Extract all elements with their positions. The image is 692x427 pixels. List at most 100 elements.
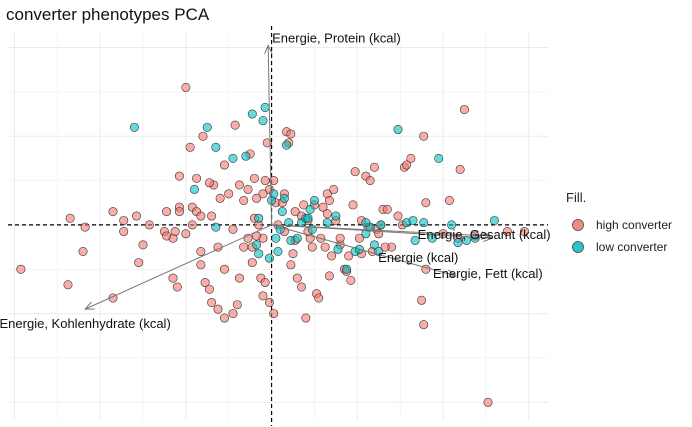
data-point-low-converter — [470, 233, 480, 243]
data-point-low-converter — [273, 246, 283, 256]
data-point-high-converter — [320, 242, 330, 252]
data-point-high-converter — [292, 273, 302, 283]
data-point-low-converter — [489, 215, 499, 225]
data-point-low-converter — [292, 233, 302, 243]
data-point-low-converter — [447, 220, 457, 230]
data-point-high-converter — [162, 207, 172, 217]
data-point-high-converter — [144, 220, 154, 230]
data-point-high-converter — [299, 200, 309, 210]
loading-arrow — [271, 224, 456, 276]
data-point-low-converter — [434, 153, 444, 163]
data-point-high-converter — [286, 260, 296, 270]
data-point-high-converter — [380, 242, 390, 252]
legend-item-high-converter: high converter — [566, 214, 672, 236]
data-point-high-converter — [262, 138, 272, 148]
data-point-high-converter — [196, 211, 206, 221]
data-point-low-converter — [260, 102, 270, 112]
data-point-low-converter — [271, 233, 281, 243]
data-point-high-converter — [348, 200, 358, 210]
data-point-high-converter — [219, 264, 229, 274]
data-point-low-converter — [453, 238, 463, 248]
data-point-high-converter — [252, 193, 262, 203]
loading-arrow — [271, 224, 493, 238]
data-point-high-converter — [344, 251, 354, 261]
data-point-high-converter — [219, 313, 229, 323]
data-point-high-converter — [258, 189, 268, 199]
data-point-low-converter — [228, 153, 238, 163]
data-point-high-converter — [239, 242, 249, 252]
data-point-high-converter — [419, 320, 429, 330]
data-point-high-converter — [234, 273, 244, 283]
data-point-low-converter — [305, 204, 315, 214]
data-point-high-converter — [269, 309, 279, 319]
data-point-high-converter — [335, 233, 345, 243]
data-point-high-converter — [297, 282, 307, 292]
data-point-high-converter — [269, 176, 279, 186]
data-point-high-converter — [134, 258, 144, 268]
data-point-high-converter — [78, 246, 88, 256]
loading-label: Energie, Protein (kcal) — [272, 30, 401, 45]
data-point-high-converter — [162, 231, 172, 241]
legend-swatch-low-converter — [572, 241, 584, 253]
legend-swatch-high-converter — [572, 219, 584, 231]
data-point-high-converter — [455, 164, 465, 174]
legend-label-low-converter: low converter — [596, 240, 668, 254]
data-point-high-converter — [502, 227, 512, 237]
data-point-high-converter — [260, 278, 270, 288]
data-point-high-converter — [247, 258, 257, 268]
data-point-high-converter — [329, 184, 339, 194]
data-point-high-converter — [204, 284, 214, 294]
data-point-low-converter — [331, 211, 341, 221]
data-point-high-converter — [459, 105, 469, 115]
data-point-low-converter — [322, 218, 332, 228]
legend-item-low-converter: low converter — [566, 236, 672, 258]
data-point-low-converter — [410, 235, 420, 245]
data-point-high-converter — [301, 313, 311, 323]
data-point-high-converter — [243, 184, 253, 194]
data-point-high-converter — [365, 176, 375, 186]
data-point-high-converter — [138, 240, 148, 250]
data-point-low-converter — [279, 193, 289, 203]
data-point-high-converter — [382, 204, 392, 214]
data-point-high-converter — [483, 397, 493, 407]
loading-arrow — [85, 224, 272, 309]
data-point-low-converter — [258, 116, 268, 126]
data-point-low-converter — [419, 218, 429, 228]
data-point-low-converter — [254, 249, 264, 259]
data-point-high-converter — [307, 242, 317, 252]
data-point-low-converter — [202, 122, 212, 132]
data-point-high-converter — [187, 220, 197, 230]
data-point-high-converter — [65, 213, 75, 223]
data-point-high-converter — [108, 207, 118, 217]
data-point-low-converter — [369, 240, 379, 250]
data-point-high-converter — [63, 280, 73, 290]
data-point-high-converter — [119, 215, 129, 225]
data-point-low-converter — [361, 218, 371, 228]
data-point-high-converter — [286, 129, 296, 139]
data-point-high-converter — [406, 153, 416, 163]
data-point-low-converter — [393, 125, 403, 135]
data-point-high-converter — [196, 260, 206, 270]
data-point-high-converter — [181, 82, 191, 92]
data-point-high-converter — [350, 167, 360, 177]
data-point-high-converter — [174, 171, 184, 181]
data-point-high-converter — [207, 297, 217, 307]
data-point-high-converter — [419, 131, 429, 141]
data-point-high-converter — [196, 246, 206, 256]
legend-label-high-converter: high converter — [596, 218, 673, 232]
data-point-high-converter — [200, 278, 210, 288]
data-point-high-converter — [239, 196, 249, 206]
data-point-high-converter — [132, 211, 142, 221]
data-point-low-converter — [252, 240, 262, 250]
data-point-high-converter — [174, 207, 184, 217]
data-point-low-converter — [303, 213, 313, 223]
data-point-low-converter — [376, 220, 386, 230]
data-point-high-converter — [417, 295, 427, 305]
data-point-low-converter — [241, 151, 251, 161]
data-point-high-converter — [168, 273, 178, 283]
data-point-low-converter — [427, 233, 437, 243]
data-point-low-converter — [309, 196, 319, 206]
data-point-low-converter — [284, 218, 294, 228]
data-point-low-converter — [211, 222, 221, 232]
data-point-high-converter — [219, 160, 229, 170]
